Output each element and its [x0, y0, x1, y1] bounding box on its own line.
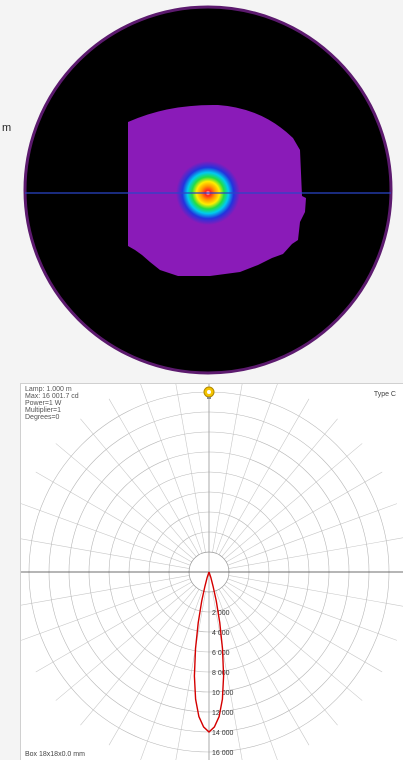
ring-label: 16 000 [212, 750, 234, 757]
polar-spoke [227, 503, 398, 566]
polar-spoke [140, 590, 203, 760]
polar-spoke [227, 578, 398, 641]
lamp-distance: Lamp: 1.000 m [25, 386, 72, 393]
unit-label: m [2, 122, 12, 134]
ring-label: 8 000 [212, 670, 230, 677]
polar-spoke [21, 503, 191, 566]
polar-spoke [108, 589, 200, 746]
polar-spoke [228, 537, 403, 569]
polar-diagram-panel: 2 000 4 000 6 000 8 000 10 000 12 000 14 000 16… [20, 383, 403, 760]
polar-spoke [218, 589, 310, 746]
polar-spoke [224, 443, 363, 560]
polar-spoke [108, 398, 200, 555]
beam-render [23, 5, 393, 375]
ring-label: 2 000 [212, 610, 230, 617]
polar-spoke [80, 418, 197, 557]
polar-spoke [55, 443, 194, 560]
polar-spoke [224, 584, 363, 701]
polar-spoke [21, 538, 190, 569]
ring-label: 6 000 [212, 650, 230, 657]
polar-spoke [212, 384, 243, 553]
polar-spoke [218, 398, 310, 555]
multiplier-value: Multiplier=1 [25, 407, 61, 414]
power-value: Power=1 W [25, 400, 62, 407]
polar-spoke [212, 591, 243, 760]
beam-intensity-view: m [2, 5, 393, 375]
polar-spoke [175, 591, 206, 760]
degrees-value: Degrees=0 [25, 414, 60, 421]
polar-spoke [226, 581, 383, 673]
polar-spoke [226, 471, 383, 563]
max-intensity: Max: 16 001.7 cd [25, 393, 79, 400]
polar-spoke [175, 384, 206, 553]
polar-spoke [215, 590, 278, 760]
polar-spoke [35, 581, 192, 673]
ring-label: 14 000 [212, 730, 234, 737]
lamp-info: Lamp: 1.000 m Max: 16 001.7 cd Power=1 W… [25, 386, 79, 421]
polar-spoke [228, 575, 403, 607]
type-label: Type C [373, 391, 396, 398]
box-dimensions: Box 18x18x0.0 mm [25, 751, 85, 758]
polar-spoke [221, 587, 338, 726]
polar-spoke [21, 575, 190, 606]
intensity-curve [193, 571, 225, 733]
lamp-icon[interactable] [202, 386, 216, 400]
polar-spoke [215, 384, 278, 554]
polar-spoke [80, 587, 197, 726]
polar-spoke [55, 584, 194, 701]
polar-spoke [221, 418, 338, 557]
polar-spoke [35, 471, 192, 563]
polar-spoke [140, 384, 203, 554]
polar-spoke [21, 578, 191, 641]
ring-label: 12 000 [212, 710, 234, 717]
